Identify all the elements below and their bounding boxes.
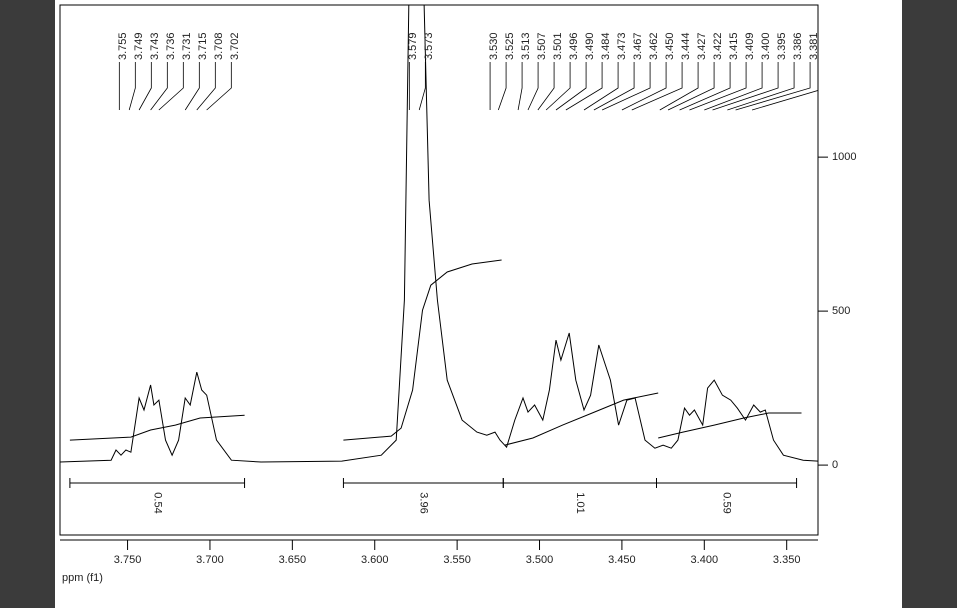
peak-leader (583, 62, 619, 111)
integral-label: 0.59 (721, 492, 733, 513)
peak-label: 3.530 (488, 32, 500, 60)
peak-leader (727, 62, 795, 111)
peak-label: 3.736 (165, 32, 177, 60)
peak-label: 3.409 (744, 32, 756, 60)
peak-leader (555, 62, 587, 111)
panel (55, 0, 902, 608)
peak-label: 3.731 (181, 32, 193, 60)
x-axis-label: ppm (f1) (62, 572, 103, 584)
peak-leader (712, 62, 779, 111)
integral-label: 0.54 (151, 492, 163, 513)
peak-label: 3.450 (664, 32, 676, 60)
peak-leader (517, 62, 523, 111)
peak-label: 3.415 (728, 32, 740, 60)
x-tick-label: 3.500 (526, 554, 554, 566)
peak-leader (593, 62, 635, 111)
peak-label: 3.715 (197, 32, 209, 60)
peak-label: 3.462 (648, 32, 660, 60)
peak-leader (659, 62, 699, 111)
peak-leader (545, 62, 571, 111)
peak-leader (206, 62, 232, 111)
peak-label: 3.473 (616, 32, 628, 60)
peak-leader (527, 62, 539, 111)
peak-leader (184, 62, 200, 111)
peak-label: 3.579 (407, 32, 419, 60)
peak-leader (128, 62, 136, 111)
x-tick-label: 3.400 (691, 554, 719, 566)
x-tick-label: 3.600 (361, 554, 389, 566)
x-tick-label: 3.550 (443, 554, 471, 566)
peak-leader (621, 62, 667, 111)
peak-leader (537, 62, 555, 111)
peak-label: 3.496 (568, 32, 580, 60)
peak-label: 3.755 (117, 32, 129, 60)
integral-label: 1.01 (574, 492, 586, 513)
x-tick-label: 3.350 (773, 554, 801, 566)
peak-leader (704, 62, 763, 111)
peak-leader (150, 62, 168, 111)
integral-label: 3.96 (417, 492, 429, 513)
plot-area: 3.755 3.749 3.743 3.736 3.731 3.715 3.708 3.702… (60, 5, 820, 463)
peak-label: 3.444 (680, 32, 692, 60)
peak-leader (138, 62, 152, 111)
peak-label: 3.400 (760, 32, 772, 60)
peak-leader (735, 62, 811, 111)
peak-leader (418, 62, 426, 111)
y-tick-label: 0 (832, 459, 838, 471)
peak-label: 3.743 (149, 32, 161, 60)
peak-leader (631, 62, 683, 111)
integral-curve (658, 412, 802, 439)
peak-label: 3.386 (792, 32, 804, 60)
y-tick-label: 500 (832, 305, 850, 317)
peak-label: 3.467 (632, 32, 644, 60)
y-tick-label: 1000 (832, 151, 856, 163)
peak-leader (565, 62, 603, 111)
peak-label: 3.507 (536, 32, 548, 60)
peak-leader (679, 62, 731, 111)
peak-label: 3.702 (229, 32, 241, 60)
x-tick-label: 3.450 (608, 554, 636, 566)
peak-label: 3.395 (776, 32, 788, 60)
peak-leader (158, 62, 184, 111)
x-tick-label: 3.700 (196, 554, 224, 566)
x-tick-label: 3.750 (114, 554, 142, 566)
peak-label: 3.484 (600, 32, 612, 60)
peak-label: 3.749 (133, 32, 145, 60)
peak-label: 3.513 (520, 32, 532, 60)
peak-label: 3.422 (712, 32, 724, 60)
peak-leader (497, 62, 507, 111)
x-tick-label: 3.650 (279, 554, 307, 566)
peak-leader (667, 62, 715, 111)
peak-label: 3.501 (552, 32, 564, 60)
spectrum-line (60, 5, 818, 463)
peak-label: 3.708 (213, 32, 225, 60)
plot-frame (59, 4, 819, 536)
peak-leader (196, 62, 216, 111)
peak-label: 3.490 (584, 32, 596, 60)
peak-label: 3.525 (504, 32, 516, 60)
integral-curve (504, 392, 659, 446)
peak-label: 3.381 (808, 32, 820, 60)
peak-leader (601, 62, 651, 111)
integral-curve (343, 259, 502, 441)
integral-curve (69, 414, 245, 441)
peak-leader (689, 62, 747, 111)
peak-label: 3.427 (696, 32, 708, 60)
peak-leader (751, 89, 818, 111)
peak-label: 3.573 (423, 32, 435, 60)
